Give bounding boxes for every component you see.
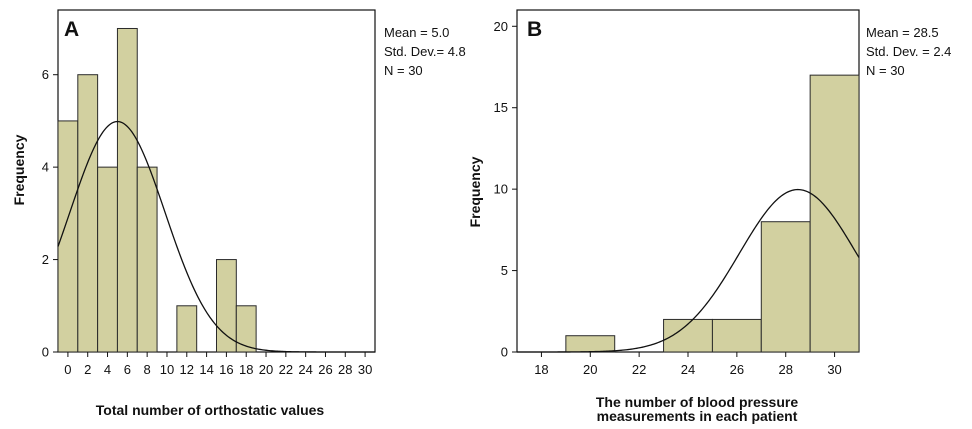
panel-a-x-axis-label: Total number of orthostatic values bbox=[96, 402, 325, 418]
panel-b-bar-3 bbox=[760, 221, 811, 353]
panel-a-bar-2 bbox=[97, 166, 118, 353]
panel-b-stat-mean: Mean = 28.5 bbox=[866, 25, 939, 40]
panel-b-x-tick-label-2: 22 bbox=[632, 362, 646, 377]
panel-b-x-ticks: 18 20 22 24 26 28 30 bbox=[534, 352, 842, 377]
panel-a-x-tick-label-1: 2 bbox=[84, 362, 91, 377]
panel-a-bar-5 bbox=[176, 305, 198, 353]
panel-a-x-tick-label-14: 28 bbox=[338, 362, 352, 377]
panel-b-bar-0 bbox=[565, 335, 616, 353]
panel-a-bar-6 bbox=[216, 259, 237, 353]
panel-a-bar-1 bbox=[77, 74, 99, 353]
panel-b-y-tick-label-0: 0 bbox=[501, 345, 508, 360]
panel-a-stat-mean: Mean = 5.0 bbox=[384, 25, 449, 40]
panel-b-x-tick-label-5: 28 bbox=[778, 362, 792, 377]
panel-b-stat-sd: Std. Dev. = 2.4 bbox=[866, 44, 951, 59]
panel-a-x-tick-label-8: 16 bbox=[219, 362, 233, 377]
panel-a-bar-4 bbox=[136, 166, 158, 353]
panel-b-x-tick-label-1: 20 bbox=[583, 362, 597, 377]
panel-a-x-tick-label-10: 20 bbox=[259, 362, 273, 377]
panel-a-bar-3 bbox=[116, 27, 138, 353]
panel-a-y-tick-label-0: 0 bbox=[42, 345, 49, 360]
panel-a-y-tick-label-3: 6 bbox=[42, 67, 49, 82]
panel-b-x-axis-label-line-1: The number of blood pressure bbox=[596, 394, 798, 410]
panel-a-x-tick-label-6: 12 bbox=[180, 362, 194, 377]
panel-b-label: B bbox=[527, 18, 542, 41]
panel-a-x-tick-label-7: 14 bbox=[199, 362, 213, 377]
panel-b-y-ticks: 0 5 10 15 20 bbox=[494, 19, 517, 360]
panel-a-x-ticks: 0 2 4 6 8 10 12 14 16 18 20 22 24 26 28 30 bbox=[64, 352, 372, 377]
panel-a-y-tick-label-2: 4 bbox=[42, 160, 49, 175]
panel-a-x-tick-label-9: 18 bbox=[239, 362, 253, 377]
panel-a-x-tick-label-13: 26 bbox=[318, 362, 332, 377]
panel-b-x-tick-label-6: 30 bbox=[827, 362, 841, 377]
panel-a-x-tick-label-2: 4 bbox=[104, 362, 111, 377]
panel-b-y-axis-label: Frequency bbox=[467, 156, 483, 227]
panel-a-x-tick-label-4: 8 bbox=[144, 362, 151, 377]
panel-b-x-tick-label-3: 24 bbox=[681, 362, 695, 377]
panel-b-normal-curve bbox=[517, 188, 860, 353]
panel-b-stat-n: N = 30 bbox=[866, 63, 905, 78]
panel-b-bars bbox=[565, 74, 860, 353]
panel-a-bars bbox=[57, 27, 257, 353]
panel-a-stat-sd: Std. Dev.= 4.8 bbox=[384, 44, 466, 59]
panel-a-label: A bbox=[64, 18, 79, 41]
panel-a-x-tick-label-15: 30 bbox=[358, 362, 372, 377]
panel-a-stat-n: N = 30 bbox=[384, 63, 423, 78]
panel-b-y-tick-label-1: 5 bbox=[501, 263, 508, 278]
panel-b-x-axis-label-line-2: measurements in each patient bbox=[597, 408, 798, 424]
panel-b-x-tick-label-0: 18 bbox=[534, 362, 548, 377]
panel-b-bar-4 bbox=[809, 74, 860, 353]
panel-b-y-tick-label-2: 10 bbox=[494, 182, 508, 197]
panel-a-x-tick-label-5: 10 bbox=[160, 362, 174, 377]
panel-a-y-ticks: 0 2 4 6 bbox=[42, 67, 58, 360]
panel-b-y-tick-label-3: 15 bbox=[494, 100, 508, 115]
panel-b: 18 20 22 24 26 28 30 0 5 10 15 20 B The number of … bbox=[467, 9, 951, 424]
panel-a-normal-curve bbox=[57, 120, 375, 353]
panel-a-y-axis-label: Frequency bbox=[11, 134, 27, 205]
panel-a-y-tick-label-1: 2 bbox=[42, 252, 49, 267]
panel-a-x-tick-label-12: 24 bbox=[298, 362, 312, 377]
panel-a-x-tick-label-3: 6 bbox=[124, 362, 131, 377]
panel-b-bar-2 bbox=[711, 318, 762, 353]
panel-a-bar-7 bbox=[235, 305, 257, 353]
panel-a-x-tick-label-0: 0 bbox=[64, 362, 71, 377]
panel-b-x-tick-label-4: 26 bbox=[730, 362, 744, 377]
panel-a-x-tick-label-11: 22 bbox=[279, 362, 293, 377]
panel-b-y-tick-label-4: 20 bbox=[494, 19, 508, 34]
